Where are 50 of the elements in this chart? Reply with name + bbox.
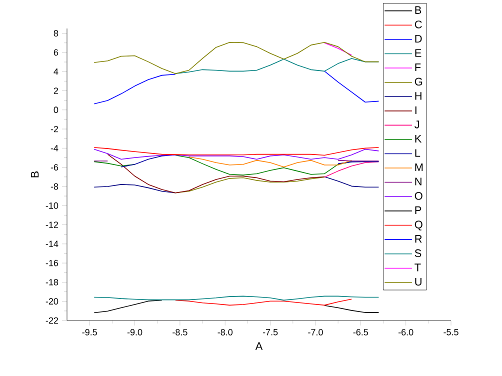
y-axis-title: B xyxy=(31,171,39,178)
line-series xyxy=(94,42,380,74)
y-tick-label: -12 xyxy=(46,222,58,228)
y-tick-label: -16 xyxy=(46,260,58,266)
x-axis-title: A xyxy=(255,342,263,350)
legend-label: P xyxy=(415,206,422,214)
y-tick-label: 6 xyxy=(54,49,58,56)
legend-label: C xyxy=(414,20,422,28)
legend-label: I xyxy=(415,106,416,114)
x-tick-label: -8.0 xyxy=(218,329,233,336)
y-tick-label: -20 xyxy=(46,298,58,305)
legend-label: E xyxy=(415,49,422,57)
legend-label: S xyxy=(414,249,422,258)
legend-label: L xyxy=(415,149,420,157)
x-tick-label: -6.0 xyxy=(398,329,414,336)
legend-label: F xyxy=(415,63,421,72)
legend-label: J xyxy=(414,120,420,128)
x-tick-label: -7.5 xyxy=(262,329,278,336)
y-tick-label: 2 xyxy=(54,88,58,94)
x-tick-label: -8.5 xyxy=(172,329,188,336)
y-tick-label: 8 xyxy=(54,30,58,36)
x-tick-label: -7.0 xyxy=(308,329,323,336)
y-tick-label: -14 xyxy=(46,240,58,248)
x-tick-label: -9.5 xyxy=(82,329,97,336)
legend-label: G xyxy=(414,78,422,86)
y-tick-label: -10 xyxy=(46,202,58,209)
legend-label: N xyxy=(415,178,422,186)
legend-label: K xyxy=(415,134,422,142)
y-tick-label: -2 xyxy=(50,126,58,132)
y-tick-label: -6 xyxy=(50,164,58,171)
y-tick-label: 4 xyxy=(54,68,58,75)
legend-label: B xyxy=(415,6,422,14)
legend-label: H xyxy=(415,92,422,100)
y-tick-label: -22 xyxy=(46,317,58,324)
line-series xyxy=(188,156,352,168)
legend-label: R xyxy=(415,235,422,243)
x-tick-label: -5.5 xyxy=(444,329,458,336)
x-tick-label: -9.0 xyxy=(127,329,142,336)
legend-label: U xyxy=(415,278,422,286)
legend-label: T xyxy=(414,264,421,272)
y-tick-label: -8 xyxy=(50,183,58,190)
legend-label: D xyxy=(415,34,422,43)
y-tick-label: 0 xyxy=(54,106,58,114)
y-tick-label: -4 xyxy=(50,145,58,152)
y-tick-label: -18 xyxy=(46,279,58,286)
line-series xyxy=(107,154,325,194)
legend-label: Q xyxy=(414,220,422,230)
x-tick-label: -6.5 xyxy=(353,329,368,336)
legend-label: M xyxy=(415,163,423,172)
legend-label: O xyxy=(414,192,422,200)
